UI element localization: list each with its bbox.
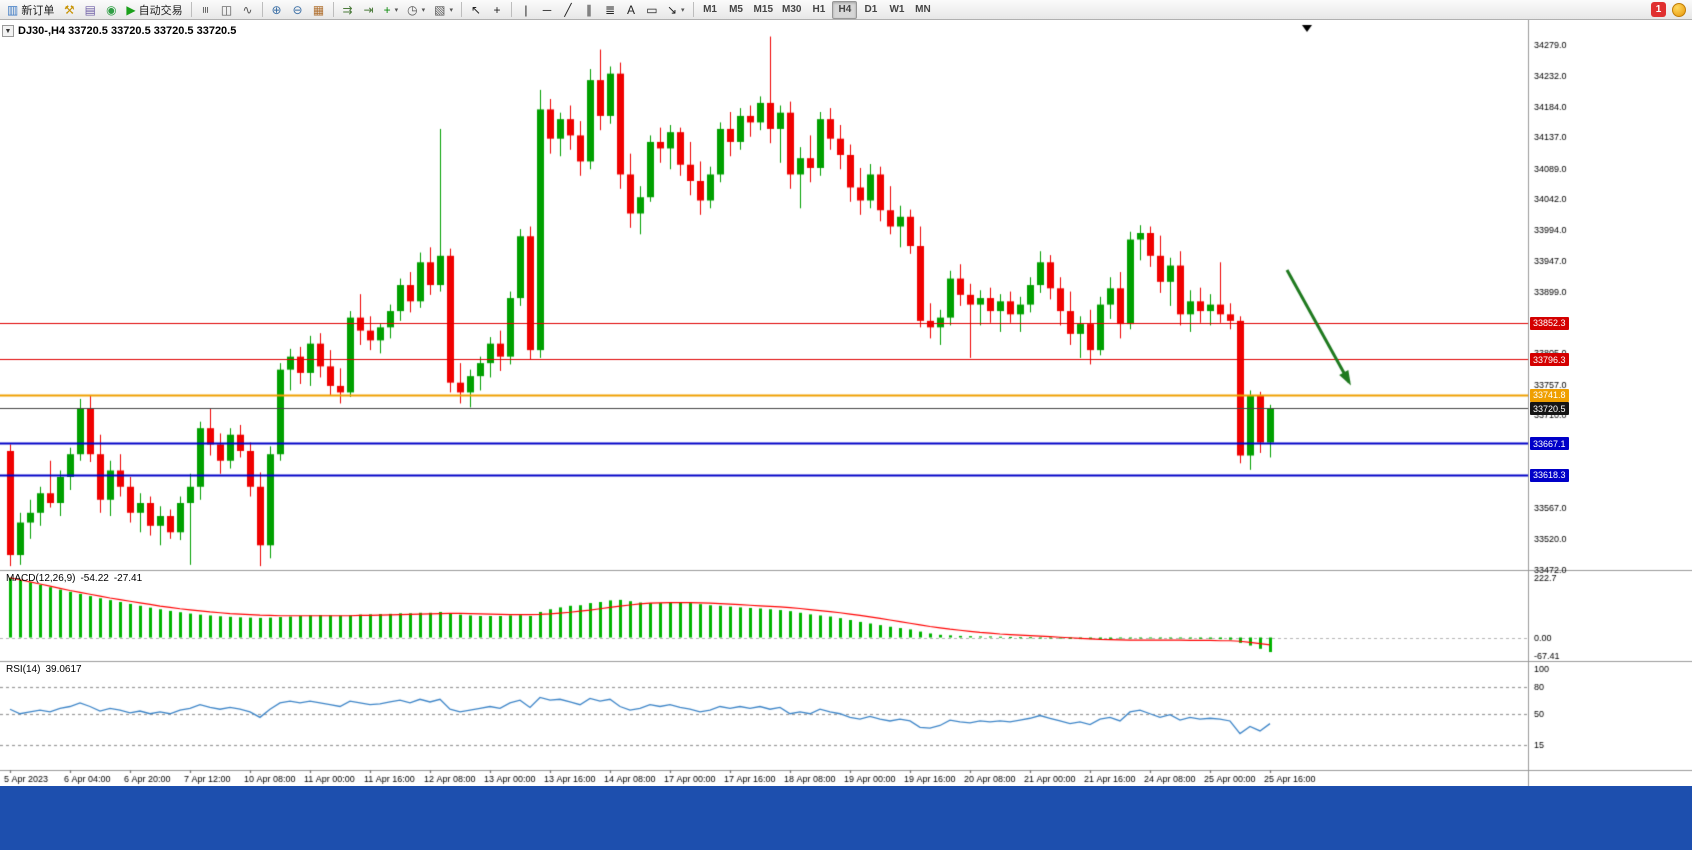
- trendline-button[interactable]: ╱: [558, 1, 578, 19]
- arrows-icon: ↘: [666, 2, 678, 17]
- timeframe-h1-button[interactable]: H1: [812, 4, 826, 15]
- refresh-icon: ◉: [106, 2, 117, 17]
- notification-badge[interactable]: 1: [1651, 2, 1666, 17]
- toolbar-separator: [460, 2, 462, 17]
- price-badge-33720.5: 33720.5: [1530, 402, 1569, 416]
- periods-button[interactable]: ◷ ▾: [403, 1, 429, 19]
- metaeditor-icon: ⚒: [63, 2, 75, 17]
- crosshair-icon: +: [493, 2, 501, 17]
- label-button[interactable]: ▭: [642, 1, 662, 19]
- bar-chart-icon: ≡: [198, 5, 213, 14]
- vertical-line-icon: |: [524, 2, 528, 17]
- profile-button[interactable]: ▤: [80, 1, 100, 19]
- text-button[interactable]: A: [621, 1, 641, 19]
- zoom-out-button[interactable]: ⊖: [288, 1, 308, 19]
- chevron-down-icon: ▾: [421, 6, 426, 14]
- timeframe-m15-button[interactable]: M15: [753, 4, 773, 15]
- price-badge-33667.1: 33667.1: [1530, 437, 1569, 451]
- timeframe-w1-button[interactable]: W1: [889, 4, 905, 15]
- macd-indicator-label: MACD(12,26,9) -54.22 -27.41: [6, 573, 142, 584]
- autotrading-icon: ▶: [126, 2, 136, 17]
- crosshair-button[interactable]: +: [487, 1, 507, 19]
- new-order-button-label: 新订单: [21, 4, 55, 17]
- zoom-out-icon: ⊖: [292, 2, 303, 17]
- chevron-down-icon: ▾: [681, 6, 685, 14]
- chart-shift-icon: ⇥: [363, 2, 374, 17]
- periods-icon: ◷: [407, 2, 418, 17]
- new-order-button[interactable]: ▥ 新订单: [3, 1, 58, 19]
- indicators-icon: +: [383, 2, 391, 17]
- timeframe-d1-button[interactable]: D1: [864, 4, 878, 15]
- line-chart-icon: ∿: [242, 2, 253, 17]
- fibonacci-icon: ≣: [604, 2, 615, 17]
- timeframe-m1-button[interactable]: M1: [703, 4, 717, 15]
- profile-icon: ▤: [84, 2, 97, 17]
- taskbar: [0, 786, 1692, 850]
- tile-windows-button[interactable]: ▦: [309, 1, 329, 19]
- channel-button[interactable]: ∥: [579, 1, 599, 19]
- indicators-button[interactable]: + ▾: [380, 1, 403, 19]
- label-icon: ▭: [646, 2, 658, 17]
- channel-icon: ∥: [585, 2, 592, 17]
- new-order-icon: ▥: [7, 2, 19, 17]
- templates-button[interactable]: ▧ ▾: [430, 1, 457, 19]
- price-badge-33741.8: 33741.8: [1530, 388, 1569, 402]
- price-badge-33618.3: 33618.3: [1530, 468, 1569, 482]
- chart-area: ▼ DJ30-,H4 33720.5 33720.5 33720.5 33720…: [0, 20, 1692, 786]
- metaeditor-button[interactable]: ⚒: [59, 1, 79, 19]
- arrows-button[interactable]: ↘ ▾: [663, 1, 689, 19]
- chevron-down-icon: ▾: [449, 6, 453, 14]
- rsi-indicator-label: RSI(14) 39.0617: [6, 664, 82, 675]
- text-icon: A: [626, 2, 635, 17]
- macd-signal-value: -27.41: [113, 573, 143, 584]
- timeframe-mn-button[interactable]: MN: [915, 4, 931, 15]
- timeframe-m30-button[interactable]: M30: [782, 4, 802, 15]
- one-click-trading-toggle[interactable]: ▼: [2, 25, 14, 37]
- autotrading-button-label: 自动交易: [138, 4, 183, 17]
- zoom-in-button[interactable]: ⊕: [267, 1, 287, 19]
- timeframe-m5-button[interactable]: M5: [729, 4, 743, 15]
- chart-shift-button[interactable]: ⇥: [359, 1, 379, 19]
- macd-value: -54.22: [80, 573, 109, 584]
- account-status-icon[interactable]: [1672, 2, 1686, 17]
- chart-title: DJ30-,H4 33720.5 33720.5 33720.5 33720.5: [18, 25, 237, 37]
- rsi-name: RSI(14): [6, 664, 41, 675]
- templates-icon: ▧: [434, 2, 446, 17]
- bar-chart-button[interactable]: ≡: [196, 1, 216, 19]
- price-badge-33796.3: 33796.3: [1530, 353, 1569, 367]
- toolbar-separator: [332, 2, 334, 17]
- toolbar-separator: [692, 2, 694, 17]
- toolbar-separator: [510, 2, 512, 17]
- cursor-button[interactable]: ↖: [466, 1, 486, 19]
- fibonacci-button[interactable]: ≣: [600, 1, 620, 19]
- toolbar-items: ▥ 新订单 ⚒ ▤ ◉ ▶ 自动交易 ≡ ◫ ∿ ⊕ ⊖ ▦ ⇉ ⇥ + ▾ ◷ ▾ ▧ ▾ ↖ + | ─ ╱ ∥ ≣ A ▭ ↘ ▾ M1 M…: [3, 0, 935, 19]
- rsi-value: 39.0617: [45, 664, 82, 675]
- autotrading-button[interactable]: ▶ 自动交易: [122, 1, 186, 19]
- candlestick-chart-button[interactable]: ◫: [217, 1, 237, 19]
- cursor-icon: ↖: [470, 2, 481, 17]
- price-badge-33852.3: 33852.3: [1530, 316, 1569, 330]
- horizontal-line-button[interactable]: ─: [537, 1, 557, 19]
- toolbar-right: 1: [1651, 2, 1686, 17]
- candlestick-chart-icon: ◫: [220, 2, 233, 17]
- macd-name: MACD(12,26,9): [6, 573, 76, 584]
- toolbar-separator: [261, 2, 263, 17]
- vertical-line-button[interactable]: |: [516, 1, 536, 19]
- horizontal-line-icon: ─: [542, 2, 552, 17]
- refresh-button[interactable]: ◉: [101, 1, 121, 19]
- chevron-down-icon: ▾: [394, 6, 399, 14]
- price-chart-canvas[interactable]: [0, 20, 1692, 786]
- tile-windows-icon: ▦: [312, 2, 325, 17]
- line-chart-button[interactable]: ∿: [238, 1, 258, 19]
- toolbar: ▥ 新订单 ⚒ ▤ ◉ ▶ 自动交易 ≡ ◫ ∿ ⊕ ⊖ ▦ ⇉ ⇥ + ▾ ◷ ▾ ▧ ▾ ↖ + | ─ ╱ ∥ ≣ A ▭ ↘ ▾ M1 M…: [0, 0, 1692, 20]
- zoom-in-icon: ⊕: [271, 2, 282, 17]
- autoscroll-button[interactable]: ⇉: [338, 1, 358, 19]
- toolbar-separator: [190, 2, 192, 17]
- autoscroll-icon: ⇉: [342, 2, 353, 17]
- trendline-icon: ╱: [564, 2, 572, 17]
- timeframe-h4-button[interactable]: H4: [832, 0, 858, 19]
